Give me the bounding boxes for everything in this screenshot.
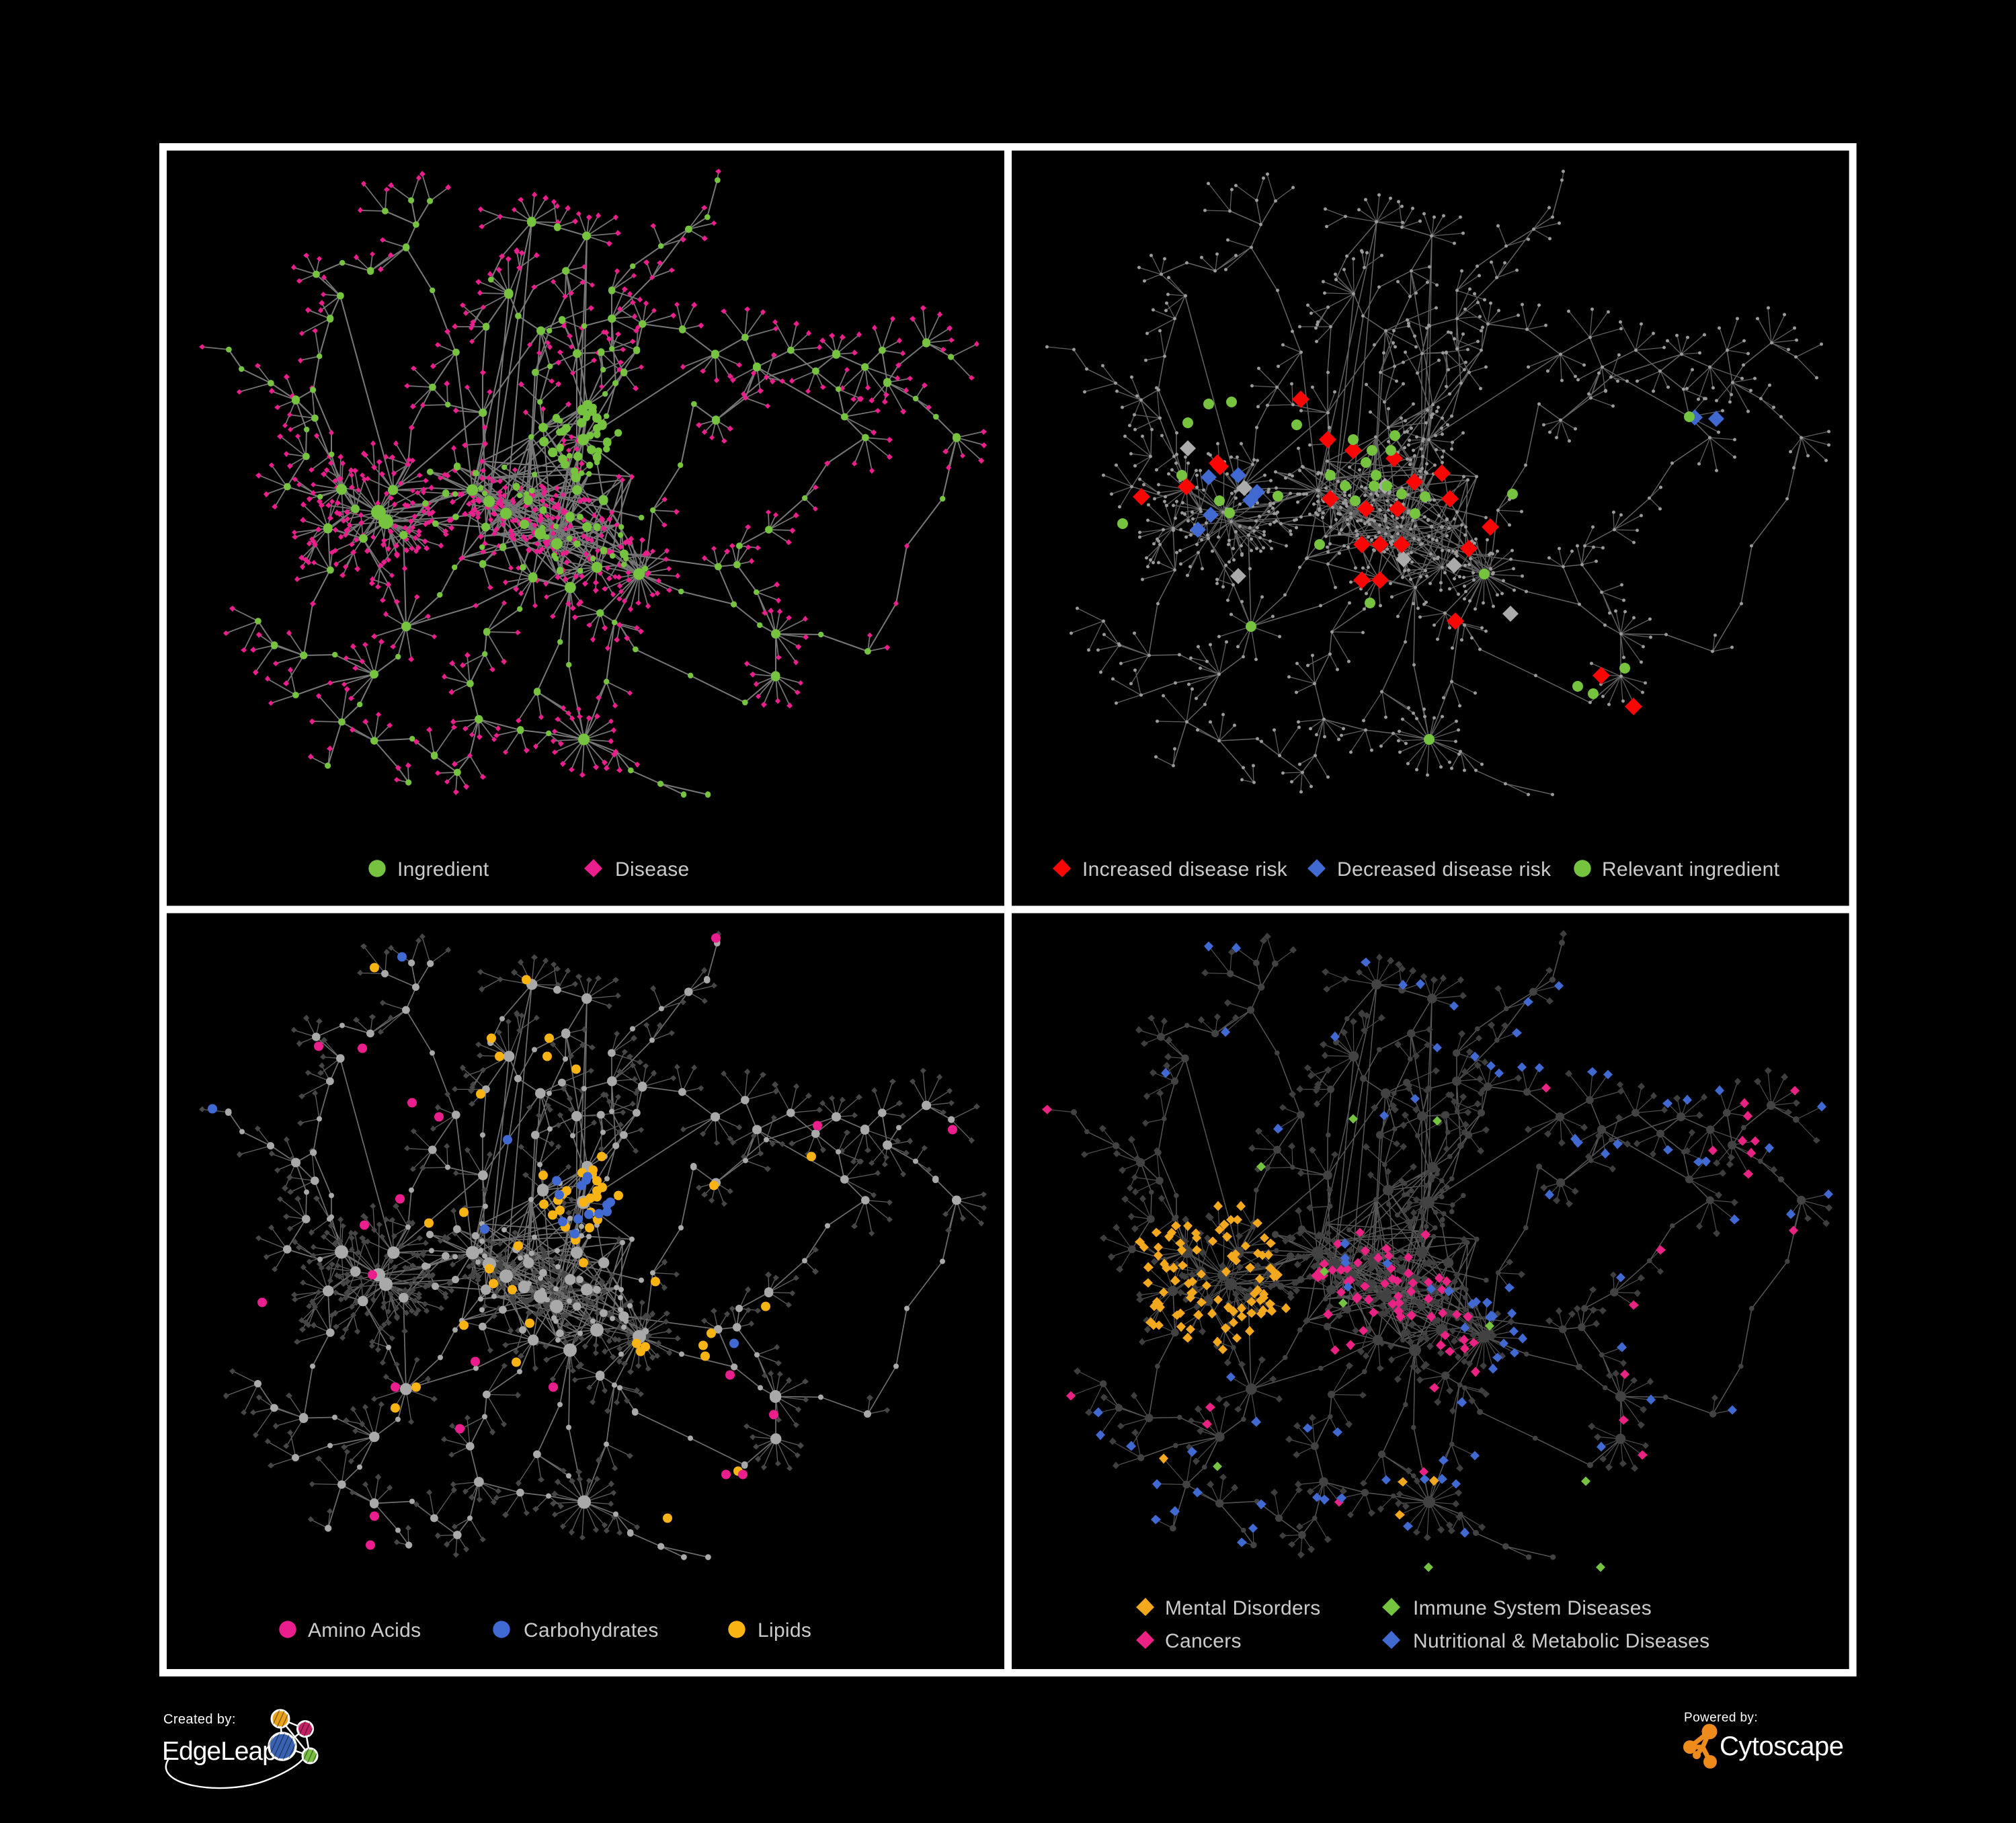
svg-text:Nutritional & Metabolic Diseas: Nutritional & Metabolic Diseases: [1413, 1630, 1709, 1652]
svg-text:Lipids: Lipids: [758, 1619, 811, 1642]
svg-text:Powered by:: Powered by:: [1684, 1711, 1758, 1725]
svg-text:EdgeLeap: EdgeLeap: [162, 1737, 276, 1766]
svg-text:Mental Disorders: Mental Disorders: [1165, 1597, 1321, 1619]
svg-text:Relevant ingredient: Relevant ingredient: [1602, 858, 1780, 881]
svg-text:Carbohydrates: Carbohydrates: [524, 1619, 659, 1642]
svg-text:Increased disease risk: Increased disease risk: [1082, 858, 1288, 881]
svg-text:Immune System Diseases: Immune System Diseases: [1413, 1597, 1652, 1619]
svg-text:Disease: Disease: [615, 858, 689, 881]
svg-text:Decreased disease risk: Decreased disease risk: [1337, 858, 1551, 881]
svg-text:Cancers: Cancers: [1165, 1630, 1242, 1652]
svg-text:Created by:: Created by:: [163, 1712, 236, 1727]
svg-text:Ingredient: Ingredient: [397, 858, 489, 881]
svg-text:Amino Acids: Amino Acids: [308, 1619, 421, 1642]
svg-text:Cytoscape: Cytoscape: [1720, 1732, 1843, 1761]
